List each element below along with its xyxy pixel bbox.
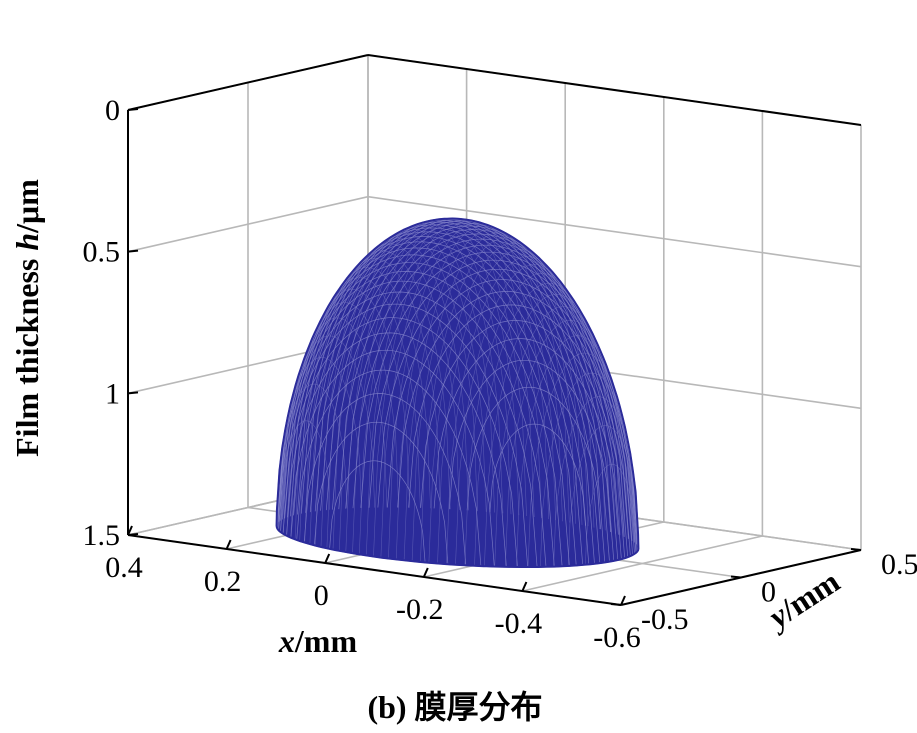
surface-mesh-line xyxy=(294,266,431,540)
grid-line-left-z xyxy=(127,195,369,253)
surface-mesh-line xyxy=(420,237,583,563)
surface-mesh-line xyxy=(455,264,606,565)
y-tick-label: 0 xyxy=(761,576,776,609)
y-tick-mark xyxy=(610,603,622,606)
tick-labels: 0 0.5 1 1.50.4 0.2 0 -0.2 -0.4 -0.6-0.5 0 0.5 xyxy=(83,94,917,654)
z-tick-mark xyxy=(127,108,139,111)
surface-mesh-line xyxy=(320,232,478,547)
surface-mesh-line xyxy=(464,272,611,566)
surface-plot xyxy=(275,217,640,568)
surface-mesh-line xyxy=(474,282,616,566)
z-tick-label: 1 xyxy=(105,377,120,410)
surface-mesh-line xyxy=(585,463,636,565)
x-tick-mark xyxy=(324,553,331,564)
surface-outline xyxy=(275,217,640,568)
surface-mesh-line xyxy=(380,220,549,558)
z-tick-label: 0 xyxy=(105,94,120,127)
x-tick-mark xyxy=(127,525,133,536)
surface-mesh-line xyxy=(286,288,410,536)
surface-mesh-line xyxy=(388,222,556,559)
z-tick-mark xyxy=(127,533,139,536)
surface-mesh-line xyxy=(283,302,399,534)
x-tick-label: -0.2 xyxy=(396,593,444,626)
axes-box xyxy=(127,54,862,606)
surface-mesh-line xyxy=(304,250,451,543)
surface-mesh-line xyxy=(403,228,570,561)
surface-mesh-line xyxy=(309,243,460,545)
x-tick-mark xyxy=(225,539,232,550)
surface-mesh-line xyxy=(315,237,469,546)
surface-mesh-line xyxy=(290,277,421,538)
x-tick-label: -0.6 xyxy=(593,621,641,654)
surface-mesh-line xyxy=(276,383,348,525)
z-tick-mark xyxy=(127,249,139,253)
y-tick-label: -0.5 xyxy=(641,603,689,636)
z-tick-label: 1.5 xyxy=(83,519,121,552)
z-tick-label: 0.5 xyxy=(83,236,121,269)
figure-caption: (b) 膜厚分布 xyxy=(367,689,542,725)
x-tick-label: 0 xyxy=(314,579,329,612)
grid-line-back-z xyxy=(367,195,862,268)
y-tick-label: 0.5 xyxy=(881,548,917,581)
surface-mesh-line xyxy=(373,219,542,557)
x-tick-mark xyxy=(620,595,626,606)
y-tick-mark xyxy=(850,548,862,551)
x-axis-label: x/mm xyxy=(278,623,358,659)
surface-mesh-line xyxy=(411,232,576,562)
surface-mesh-line xyxy=(279,420,330,522)
surface-mesh-line xyxy=(494,306,625,567)
z-tick-mark xyxy=(127,391,139,395)
box-edge-top-left xyxy=(127,54,369,111)
box-edge-top-back xyxy=(367,54,862,126)
y-axis-label: y/mm xyxy=(759,563,846,637)
x-tick-mark xyxy=(422,567,429,578)
x-tick-mark xyxy=(521,581,528,592)
y-tick-mark xyxy=(730,575,742,579)
x-tick-label: 0.4 xyxy=(105,551,143,584)
x-tick-label: 0.2 xyxy=(204,565,242,598)
surface-mesh-line xyxy=(428,242,589,563)
x-axis-line xyxy=(127,534,622,606)
z-axis-label: Film thickness h/μm xyxy=(9,179,45,457)
x-tick-label: -0.4 xyxy=(495,607,543,640)
